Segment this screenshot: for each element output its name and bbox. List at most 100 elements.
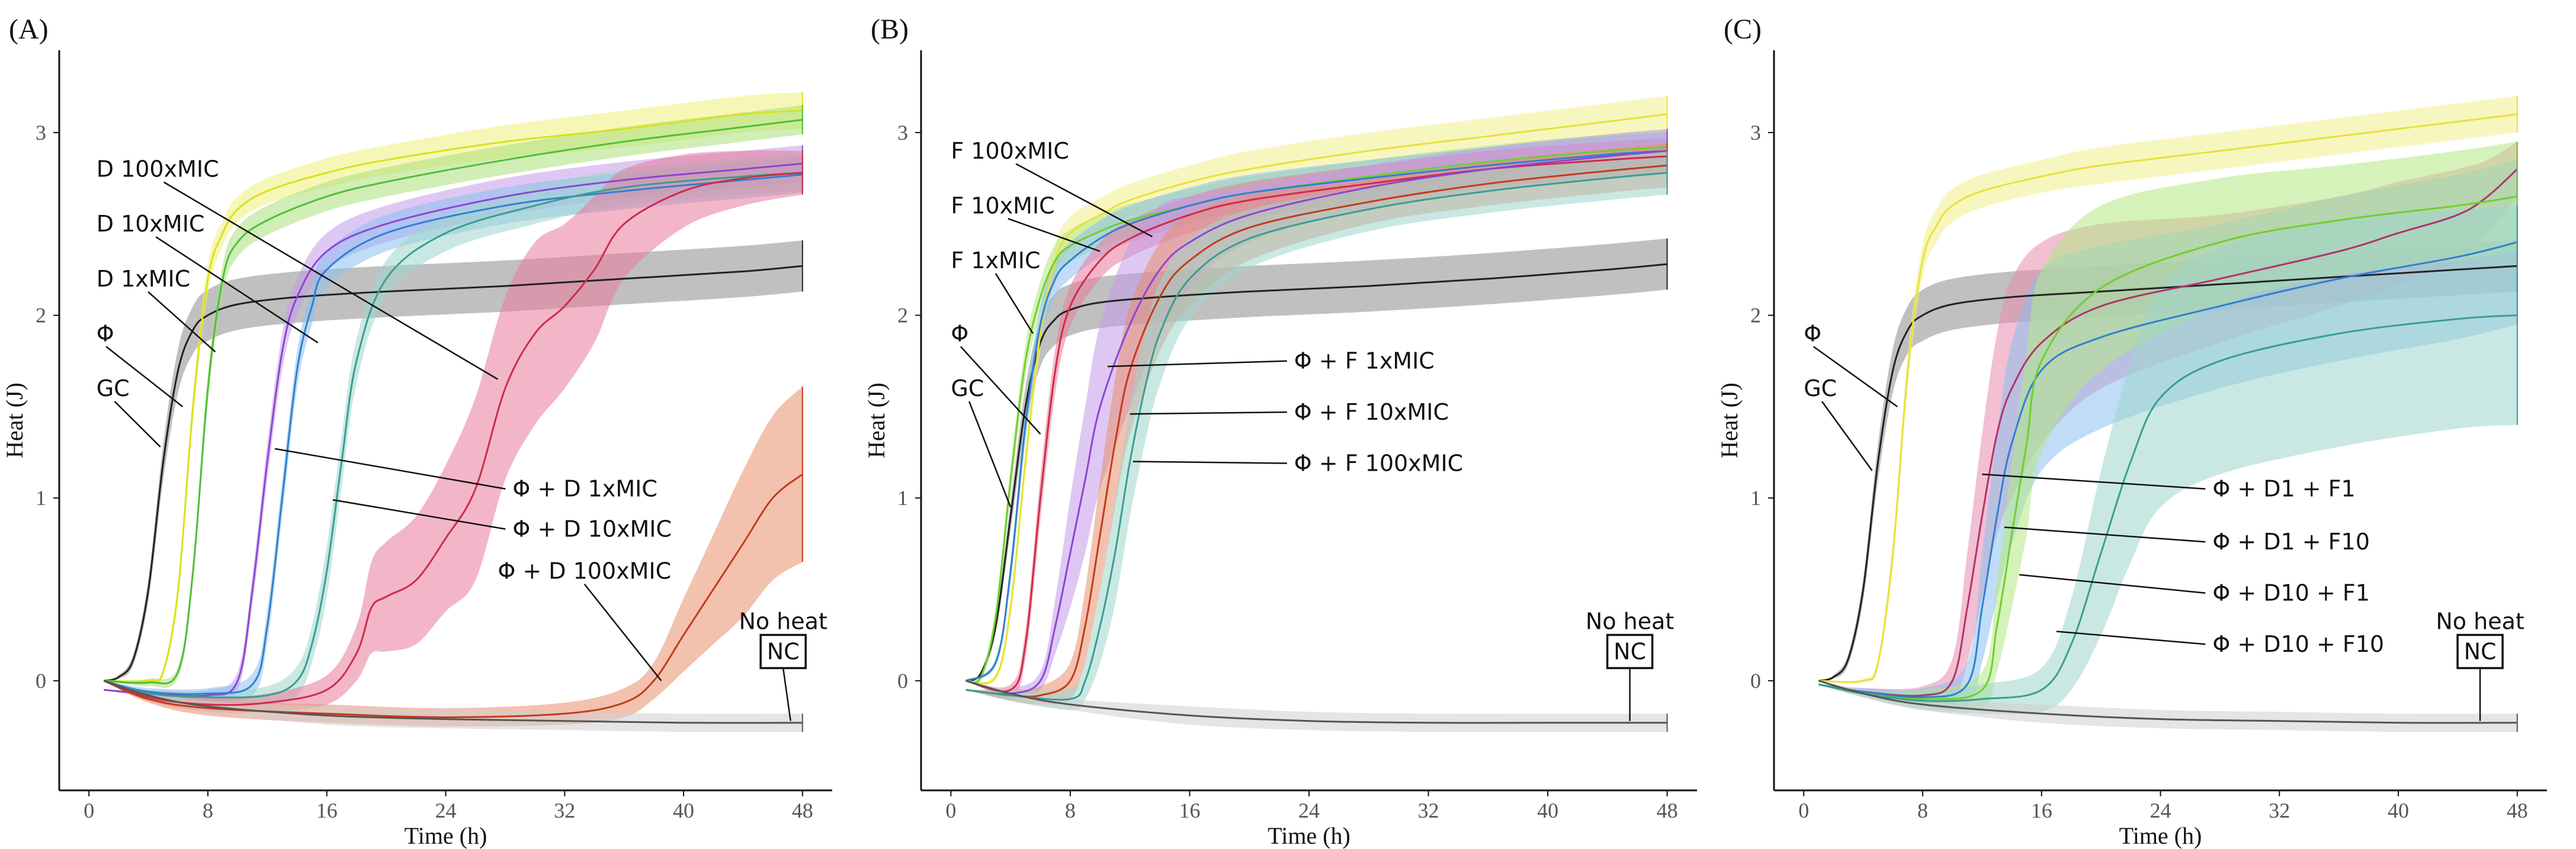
- nc-leader: [782, 668, 791, 721]
- x-tick-label: 16: [1179, 799, 1200, 822]
- series-line-8: [103, 680, 803, 724]
- series-line-3: [965, 150, 1667, 682]
- annotation-label-2: F 1xMIC: [951, 247, 1040, 274]
- series-line-6: [103, 172, 803, 706]
- x-tick-label: 48: [792, 799, 813, 822]
- annotation-label-5: Φ + D 1xMIC: [512, 476, 657, 502]
- x-tick-label: 16: [316, 799, 338, 822]
- y-tick-label: 1: [36, 486, 46, 510]
- x-tick-label: 48: [2507, 799, 2528, 822]
- x-tick-label: 8: [203, 799, 213, 822]
- y-tick-label: 0: [36, 669, 46, 693]
- annotation-leader-6: [1130, 411, 1287, 415]
- series-line-1: [1818, 113, 2517, 683]
- nc-box: [759, 633, 807, 670]
- annotation-leader-7: [583, 583, 662, 681]
- annotation-leader-3: [105, 346, 184, 407]
- annotation-leader-2: [147, 291, 216, 353]
- x-tick-label: 0: [945, 799, 956, 822]
- y-axis-title: Heat (J): [863, 382, 890, 458]
- x-tick-label: 24: [1298, 799, 1320, 822]
- chart-panel-a: 0 8 16 24 32 40 48 0 1 2 3 Time (h) Heat (J) (A) D 100…: [1, 14, 832, 849]
- series-line-5: [103, 172, 803, 699]
- annotation-label-0: F 100xMIC: [951, 138, 1069, 164]
- series-line-6: [965, 164, 1667, 698]
- annotation-leader-6: [332, 499, 506, 530]
- no-heat-label: No heat: [2436, 608, 2524, 634]
- y-tick-label: 3: [897, 121, 908, 144]
- series-line-6: [1818, 680, 2517, 724]
- annotation-label-6: Φ + F 10xMIC: [1294, 399, 1449, 425]
- nc-label: NC: [2464, 638, 2497, 664]
- no-heat-label: No heat: [1586, 608, 1674, 634]
- x-tick-label: 0: [84, 799, 94, 822]
- series-band-6: [1818, 680, 2517, 732]
- x-axis-title: Time (h): [2119, 822, 2202, 849]
- annotation-leader-4: [114, 401, 161, 448]
- series-line-8: [965, 680, 1667, 724]
- annotation-label-5: Φ + F 1xMIC: [1294, 348, 1435, 374]
- series-line-4: [1818, 195, 2518, 700]
- nc-label: NC: [1613, 638, 1646, 664]
- annotation-leader-5: [2056, 631, 2206, 645]
- x-tick-label: 40: [673, 799, 694, 822]
- panel-label: (A): [9, 14, 49, 45]
- annotation-label-2: D 1xMIC: [97, 266, 191, 292]
- y-tick-label: 0: [1750, 669, 1761, 693]
- x-tick-label: 24: [435, 799, 457, 822]
- series-band-5: [965, 128, 1667, 699]
- annotation-leader-5: [1107, 360, 1287, 368]
- annotation-label-1: D 10xMIC: [97, 211, 205, 237]
- x-axis-title: Time (h): [405, 822, 487, 849]
- y-tick-label: 1: [897, 486, 908, 510]
- series-line-0: [965, 263, 1667, 682]
- nc-box: [2456, 633, 2504, 670]
- annotation-leader-1: [1008, 218, 1101, 252]
- annotation-leader-0: [1812, 346, 1898, 407]
- x-tick-label: 8: [1065, 799, 1076, 822]
- x-tick-label: 8: [1917, 799, 1928, 822]
- y-tick-label: 3: [36, 121, 46, 144]
- y-tick-label: 1: [1750, 486, 1761, 510]
- x-tick-label: 0: [1798, 799, 1809, 822]
- nc-label: NC: [767, 638, 800, 664]
- annotation-label-3: Φ: [951, 320, 968, 346]
- series-line-2: [104, 118, 803, 684]
- y-tick-label: 2: [36, 304, 46, 327]
- series-band-8: [104, 680, 803, 732]
- x-axis-title: Time (h): [1268, 822, 1350, 849]
- x-tick-label: 32: [554, 799, 575, 822]
- annotation-leader-3: [2004, 526, 2206, 543]
- series-band-4: [1818, 142, 2517, 712]
- annotation-leader-0: [1015, 163, 1153, 237]
- x-tick-label: 16: [2031, 799, 2052, 822]
- series-line-3: [1818, 241, 2518, 699]
- annotation-label-7: Φ + D 100xMIC: [498, 558, 671, 584]
- annotation-label-0: D 100xMIC: [97, 156, 219, 182]
- annotation-leader-0: [163, 181, 498, 380]
- series-line-0: [103, 265, 803, 682]
- annotation-leader-4: [968, 401, 1012, 508]
- panel-label: (B): [871, 14, 909, 45]
- annotation-label-1: GC: [1804, 375, 1837, 401]
- series-line-7: [965, 172, 1667, 701]
- annotation-label-4: GC: [97, 375, 130, 401]
- y-axis-title: Heat (J): [1, 382, 28, 458]
- y-tick-label: 2: [1750, 304, 1761, 327]
- x-tick-label: 32: [2269, 799, 2290, 822]
- no-heat-label: No heat: [739, 608, 827, 634]
- series-band-6: [965, 143, 1667, 705]
- annotation-label-4: Φ + D10 + F1: [2212, 580, 2370, 606]
- annotation-leader-1: [1821, 401, 1873, 471]
- y-tick-label: 2: [897, 304, 908, 327]
- chart-panel-c: 0 8 16 24 32 40 48 0 1 2 3 Time (h) Heat (J) (C) Φ GC Φ …: [1716, 14, 2547, 849]
- series-line-5: [965, 150, 1667, 695]
- series-band-5: [1818, 205, 2517, 715]
- y-tick-label: 0: [897, 669, 908, 693]
- y-tick-label: 3: [1750, 121, 1761, 144]
- panel-label: (C): [1724, 14, 1762, 45]
- annotation-leader-3: [960, 346, 1041, 435]
- series-band-8: [965, 680, 1667, 732]
- annotation-label-0: Φ: [1804, 320, 1821, 346]
